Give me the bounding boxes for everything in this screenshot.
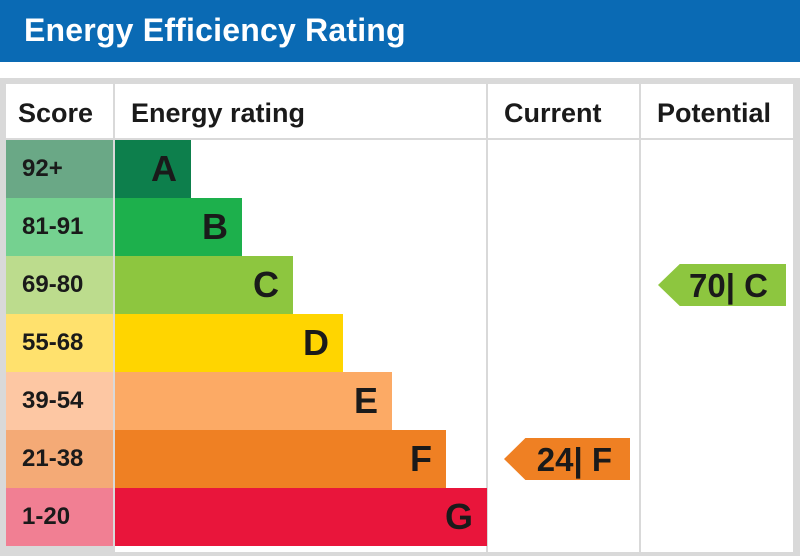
rating-bar-letter: D	[303, 322, 329, 363]
score-range-a: 92+	[6, 140, 113, 198]
rating-bar-c: C	[115, 256, 293, 314]
rating-bar-e: E	[115, 372, 392, 430]
score-range-label: 39-54	[22, 387, 84, 414]
energy-rating-column-header: Energy rating	[131, 98, 306, 128]
score-range-g: 1-20	[6, 488, 113, 546]
rating-table: Score Energy rating Current Potential 92…	[0, 78, 800, 556]
rating-bar-b: B	[115, 198, 242, 256]
potential-column-header: Potential	[657, 98, 772, 128]
potential-rating-marker-arrow	[658, 264, 786, 306]
current-rating-marker-arrow	[504, 438, 630, 480]
potential-rating-marker: 70| C	[658, 264, 786, 306]
current-column-header: Current	[504, 98, 602, 128]
current-rating-marker: 24| F	[504, 438, 630, 480]
rating-bar-letter: G	[444, 496, 473, 537]
score-column-header: Score	[18, 98, 94, 128]
potential-header-cell: Potential	[641, 84, 793, 138]
rating-bar-letter: C	[253, 264, 279, 305]
potential-rating-marker-label: 70| C	[689, 267, 768, 304]
current-header-cell: Current	[488, 84, 639, 138]
rating-bar-d: D	[115, 314, 343, 372]
score-range-label: 81-91	[22, 213, 84, 240]
rating-bar-letter: A	[151, 148, 177, 189]
score-range-d: 55-68	[6, 314, 113, 372]
current-rating-marker-label: 24| F	[536, 441, 612, 478]
rating-bar-letter: B	[202, 206, 228, 247]
score-range-label: 92+	[22, 155, 63, 182]
score-range-b: 81-91	[6, 198, 113, 256]
header-bar: Energy Efficiency Rating	[0, 0, 800, 62]
score-range-c: 69-80	[6, 256, 113, 314]
current-column	[488, 140, 639, 552]
rating-bar-g: G	[115, 488, 487, 546]
potential-column	[641, 140, 793, 552]
page-title: Energy Efficiency Rating	[24, 12, 406, 48]
rating-bar-letter: F	[410, 438, 432, 479]
score-range-label: 69-80	[22, 271, 84, 298]
score-range-e: 39-54	[6, 372, 113, 430]
score-range-f: 21-38	[6, 430, 113, 488]
score-header-cell: Score	[6, 84, 113, 138]
score-range-label: 1-20	[22, 503, 71, 530]
rating-bar-letter: E	[353, 380, 378, 421]
energy-rating-header-cell: Energy rating	[115, 84, 486, 138]
score-range-label: 55-68	[22, 329, 84, 356]
rating-bar-a: A	[115, 140, 191, 198]
score-range-label: 21-38	[22, 445, 84, 472]
rating-bar-f: F	[115, 430, 446, 488]
